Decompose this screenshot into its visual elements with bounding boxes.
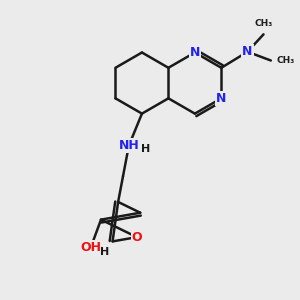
Text: OH: OH <box>80 241 101 254</box>
Text: CH₃: CH₃ <box>276 56 294 65</box>
Text: O: O <box>131 231 142 244</box>
Text: N: N <box>242 45 253 58</box>
Text: H: H <box>141 143 150 154</box>
Text: H: H <box>100 247 110 257</box>
Text: CH₃: CH₃ <box>254 20 273 28</box>
Text: NH: NH <box>118 139 139 152</box>
Text: N: N <box>216 92 226 105</box>
Text: N: N <box>190 46 200 59</box>
